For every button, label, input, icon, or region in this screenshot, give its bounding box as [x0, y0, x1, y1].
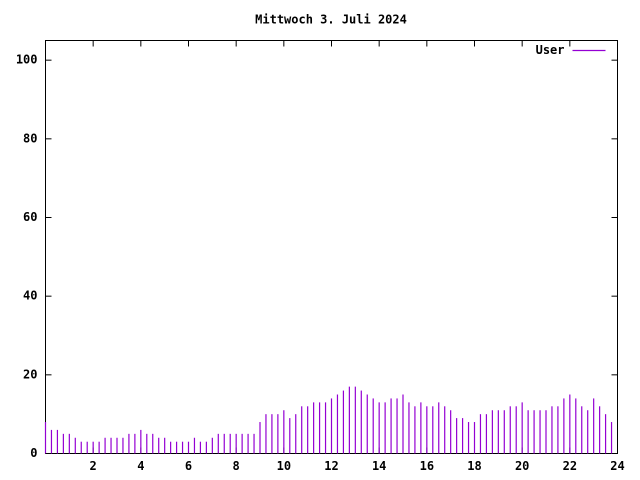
x-tick-label: 16	[420, 459, 434, 473]
x-tick-label: 24	[610, 459, 624, 473]
legend-label: User	[536, 43, 565, 57]
y-tick-label: 80	[23, 131, 37, 145]
plot-frame	[45, 40, 618, 454]
x-tick-label: 18	[467, 459, 481, 473]
x-tick-label: 8	[233, 459, 240, 473]
x-tick-label: 20	[515, 459, 529, 473]
x-tick-label: 4	[137, 459, 144, 473]
y-tick-label: 20	[23, 367, 37, 381]
chart-title: Mittwoch 3. Juli 2024	[255, 13, 407, 27]
x-tick-label: 12	[324, 459, 338, 473]
x-tick-label: 6	[185, 459, 192, 473]
x-tick-label: 14	[372, 459, 386, 473]
y-tick-label: 60	[23, 210, 37, 224]
x-tick-label: 22	[563, 459, 577, 473]
y-tick-label: 100	[16, 53, 38, 67]
y-tick-label: 40	[23, 289, 37, 303]
x-tick-label: 2	[90, 459, 97, 473]
x-tick-label: 10	[277, 459, 291, 473]
y-tick-label: 0	[30, 446, 37, 460]
